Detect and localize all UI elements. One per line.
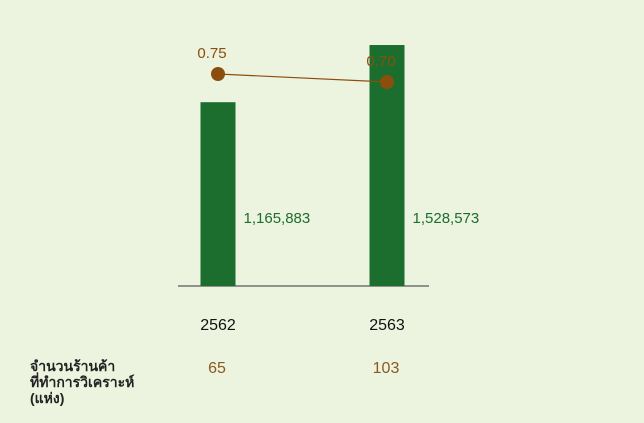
bar-value-label-2562: 1,165,883: [244, 210, 311, 227]
row-label-line-2: ที่ทำการวิเคราะห์: [30, 374, 135, 390]
bar-value-label-2563: 1,528,573: [413, 210, 480, 227]
row-label: จำนวนร้านค้า ที่ทำการวิเคราะห์ (แห่ง): [30, 358, 180, 406]
ratio-point-2562: [211, 67, 225, 81]
ratio-line: [217, 73, 388, 83]
ratio-label-2562: 0.75: [197, 45, 226, 62]
row-label-line-1: จำนวนร้านค้า: [30, 358, 116, 374]
count-2563: 103: [372, 360, 400, 377]
row-label-line-3: (แห่ง): [30, 390, 65, 406]
ratio-point-2563: [380, 75, 394, 89]
bar-2562: [200, 102, 236, 287]
ratio-label-2563: 0.70: [366, 53, 395, 70]
x-tick-label-2562: 2562: [200, 317, 236, 334]
x-tick-label-2563: 2563: [369, 317, 405, 334]
count-2562: 65: [208, 360, 226, 377]
